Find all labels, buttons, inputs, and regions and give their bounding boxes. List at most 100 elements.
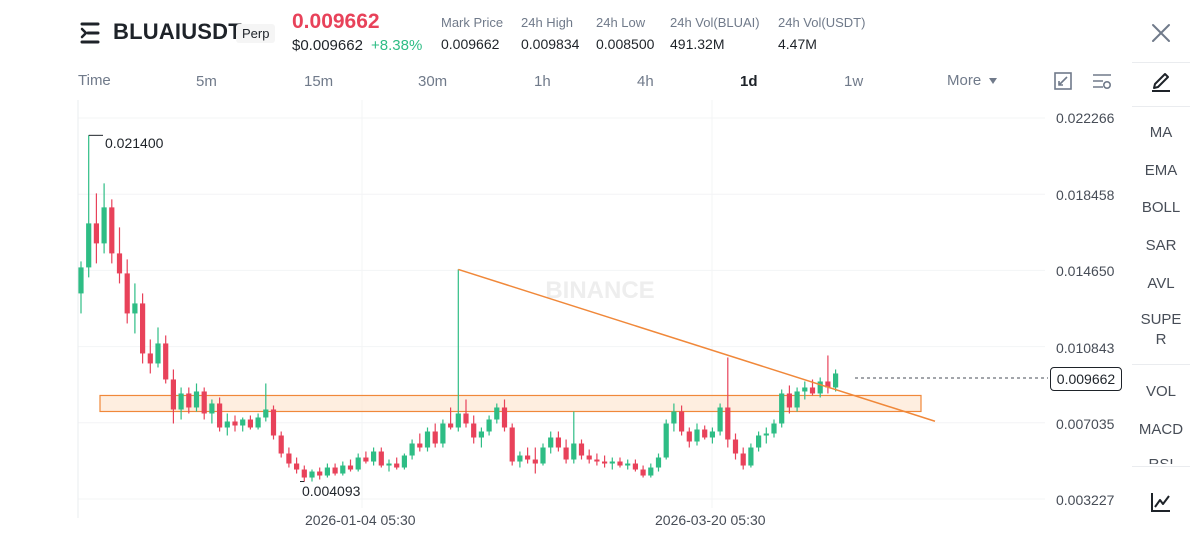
chart-type-line-icon[interactable]	[1149, 490, 1173, 514]
candle-body	[116, 253, 123, 274]
candle-body	[286, 453, 292, 464]
date-axis-tick: 2026-01-04 05:30	[305, 512, 416, 528]
tab-4h[interactable]: 4h	[637, 73, 654, 90]
candle-body	[394, 463, 400, 468]
candle-body	[347, 465, 354, 470]
candle-body	[417, 443, 423, 448]
candle-body	[702, 429, 708, 438]
candle-body	[501, 407, 508, 428]
candle-body	[186, 393, 192, 408]
candle-body	[340, 465, 346, 474]
candle-body	[779, 393, 785, 424]
tab-15m[interactable]: 15m	[304, 73, 334, 90]
candle-body	[263, 409, 269, 418]
trendline[interactable]	[458, 268, 936, 422]
indicator-ma[interactable]: MA	[1149, 124, 1173, 141]
indicator-panel-divider	[1132, 62, 1190, 63]
draw-pencil-icon[interactable]	[1149, 70, 1173, 94]
candle-body	[301, 469, 307, 478]
candle-body	[833, 373, 839, 388]
candle-body	[817, 381, 823, 394]
indicator-ema[interactable]: EMA	[1144, 162, 1178, 179]
candle-body	[748, 447, 754, 466]
more-timeframes-button[interactable]: More	[947, 72, 998, 89]
candle-body	[532, 459, 538, 464]
contract-type-badge: Perp	[236, 24, 276, 43]
support-zone-rect[interactable]	[99, 394, 922, 413]
candle-body	[486, 419, 492, 432]
stat-label-mark-price: Mark Price	[441, 15, 504, 30]
stat-label-24h-low: 24h Low	[596, 15, 646, 30]
candle-body	[663, 423, 669, 458]
candle-body	[193, 391, 200, 408]
candle-body	[93, 223, 99, 244]
candle-body	[363, 457, 369, 462]
candle-body	[771, 423, 777, 434]
indicator-super-line1: SUPE	[1140, 311, 1182, 328]
candle-body	[578, 443, 585, 456]
chart-resize-icon[interactable]	[1052, 70, 1074, 92]
candlestick-chart[interactable]: BINANCE	[0, 0, 1130, 553]
candle-body	[609, 461, 615, 464]
current-price-label: 0.009662	[1050, 367, 1122, 391]
candle-body	[671, 411, 677, 424]
candle-body	[440, 423, 446, 444]
indicator-sar[interactable]: SAR	[1145, 237, 1177, 254]
candle-body	[802, 387, 808, 392]
price-axis-tick: 0.007035	[1056, 416, 1115, 432]
indicator-avl[interactable]: AVL	[1147, 275, 1175, 292]
tab-1h[interactable]: 1h	[534, 73, 551, 90]
candle-body	[140, 303, 146, 354]
close-icon[interactable]	[1150, 22, 1172, 44]
indicator-panel-divider	[1132, 364, 1190, 365]
candle-body	[101, 207, 107, 244]
indicator-panel-divider	[1132, 106, 1190, 107]
candle-body	[147, 353, 153, 364]
usd-price: $0.009662	[292, 37, 363, 54]
candle-body	[763, 433, 769, 436]
candle-body	[448, 423, 454, 428]
candle-body	[355, 457, 361, 470]
symbol-title[interactable]: BLUAIUSDT	[113, 19, 242, 44]
tab-1w[interactable]: 1w	[844, 73, 864, 90]
tab-5m[interactable]: 5m	[196, 73, 217, 90]
tab-1d[interactable]: 1d	[740, 73, 758, 90]
candle-body	[740, 453, 746, 466]
tab-30m[interactable]: 30m	[418, 73, 448, 90]
candle-body	[640, 469, 646, 476]
indicator-boll[interactable]: BOLL	[1141, 199, 1181, 216]
low-annotation: 0.004093	[302, 483, 361, 499]
candle-body	[209, 403, 215, 414]
indicator-super[interactable]: SUPE R	[1132, 311, 1190, 348]
indicator-macd[interactable]: MACD	[1138, 421, 1184, 438]
candle-body	[717, 407, 723, 432]
candle-body	[201, 391, 207, 414]
candle-body	[709, 431, 715, 438]
menu-expand-icon[interactable]	[80, 20, 106, 46]
price-axis-tick: 0.014650	[1056, 263, 1115, 279]
candle-body	[278, 435, 284, 454]
indicator-vol[interactable]: VOL	[1145, 383, 1176, 400]
candle-body	[548, 437, 554, 448]
candle-body	[324, 467, 330, 476]
chart-settings-icon[interactable]	[1091, 70, 1113, 92]
candle-body	[163, 343, 169, 380]
candle-body	[617, 461, 623, 466]
tab-time[interactable]: Time	[78, 72, 111, 89]
indicator-panel-divider	[1132, 466, 1190, 467]
candle-body	[655, 457, 662, 468]
candle-body	[155, 343, 161, 364]
candle-body	[563, 447, 569, 460]
candle-body	[109, 207, 115, 254]
stat-value-mark-price: 0.009662	[441, 36, 500, 52]
price-axis-tick: 0.022266	[1056, 110, 1115, 126]
indicator-rsi[interactable]: RSI	[1132, 456, 1190, 464]
candle-body	[648, 467, 654, 476]
watermark-text: BINANCE	[545, 277, 654, 304]
candle-body	[378, 451, 384, 466]
date-axis-tick: 2026-03-20 05:30	[655, 512, 766, 528]
candle-body	[178, 393, 184, 410]
candle-body	[455, 413, 461, 428]
price-change-percent: +8.38%	[371, 37, 423, 54]
stat-label-24h-high: 24h High	[521, 15, 574, 30]
